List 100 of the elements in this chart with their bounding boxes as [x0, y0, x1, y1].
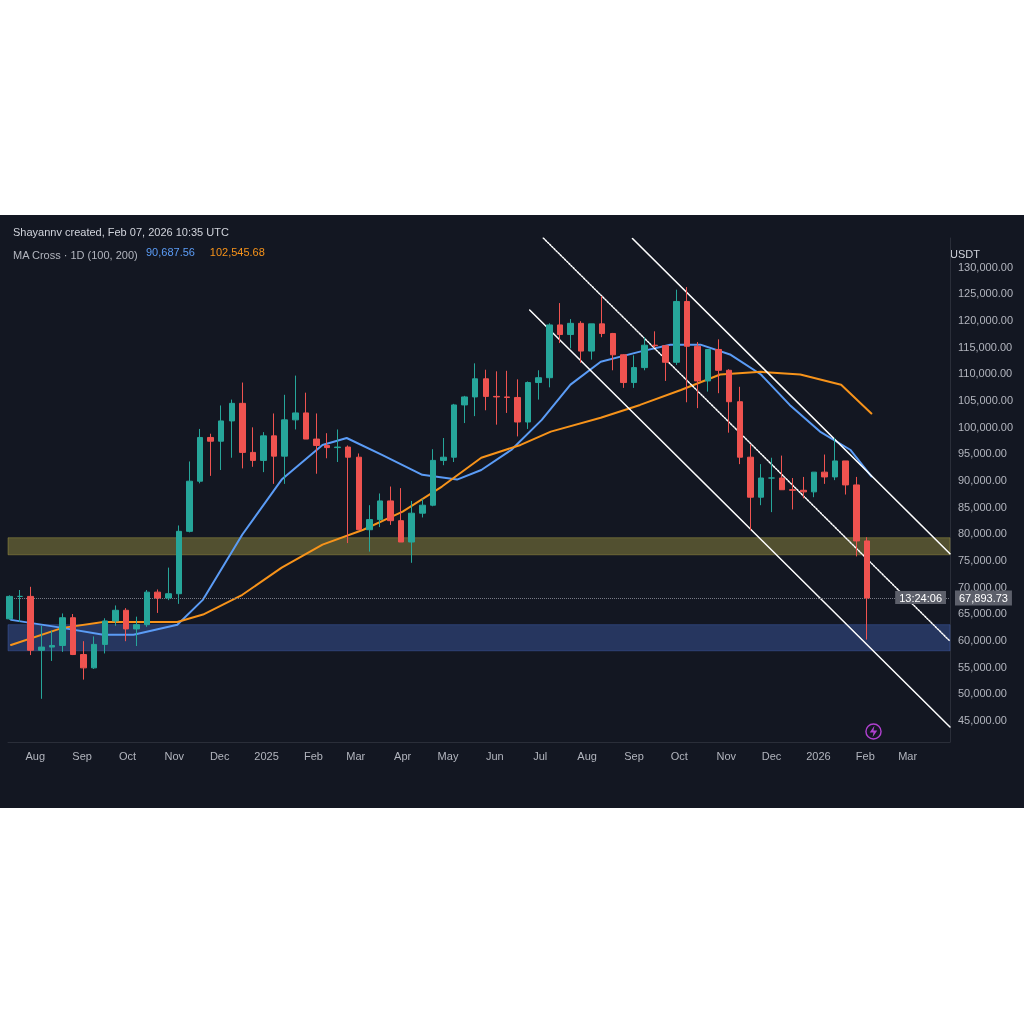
- x-tick-label: Dec: [209, 749, 230, 762]
- y-tick-label: 95,000.00: [958, 447, 1007, 460]
- y-tick-label: 60,000.00: [958, 634, 1007, 647]
- candlestick: [292, 375, 299, 430]
- candlestick: [260, 431, 267, 473]
- candlestick: [483, 369, 489, 411]
- candlestick: [673, 289, 680, 366]
- x-tick-label: 2025: [254, 749, 279, 762]
- candlestick: [165, 567, 172, 601]
- candlestick: [80, 640, 87, 681]
- y-tick-label: 75,000.00: [958, 554, 1007, 567]
- candlestick: [271, 412, 277, 485]
- candlestick: [451, 403, 457, 463]
- candlestick: [440, 437, 447, 466]
- x-tick-label: Nov: [716, 749, 737, 762]
- y-tick-label: 90,000.00: [958, 474, 1007, 487]
- candlestick: [102, 617, 108, 654]
- candlestick: [313, 412, 320, 475]
- candlestick: [599, 295, 605, 338]
- x-tick-label: Feb: [855, 749, 875, 762]
- candlestick: [726, 368, 732, 434]
- candlestick: [250, 426, 256, 468]
- x-tick-label: Mar: [898, 749, 918, 762]
- candlestick: [514, 378, 521, 437]
- candlestick: [91, 635, 97, 670]
- candlestick: [588, 323, 595, 361]
- candlestick: [324, 432, 330, 459]
- candlestick: [779, 455, 785, 491]
- candlestick: [197, 428, 203, 484]
- y-tick-label: 55,000.00: [958, 660, 1007, 673]
- candlestick: [377, 492, 383, 528]
- candlestick: [430, 448, 436, 507]
- candlestick: [705, 348, 711, 393]
- candlestick: [133, 616, 140, 647]
- candlestick: [207, 433, 214, 477]
- candlestick: [504, 370, 510, 414]
- candlestick: [684, 286, 690, 403]
- candlestick: [218, 404, 224, 471]
- x-tick-label: Mar: [346, 749, 366, 762]
- candlestick: [821, 454, 828, 485]
- x-tick-label: Dec: [761, 749, 782, 762]
- x-tick-label: Sep: [72, 749, 92, 762]
- candlestick: [229, 399, 235, 459]
- x-tick-label: Feb: [303, 749, 323, 762]
- y-tick-label: 130,000.00: [958, 260, 1014, 273]
- candlestick: [176, 524, 182, 605]
- x-tick-label: Nov: [164, 749, 185, 762]
- candlestick: [620, 353, 627, 389]
- x-tick-label: Aug: [577, 749, 597, 762]
- candlestick: [493, 370, 500, 426]
- candlestick: [768, 457, 775, 513]
- candlestick: [694, 341, 701, 409]
- candlestick: [737, 386, 743, 465]
- candlestick: [38, 625, 45, 700]
- y-tick-label: 125,000.00: [958, 287, 1014, 300]
- candlestick: [472, 362, 478, 417]
- text: 102,545.68: [209, 245, 265, 258]
- candlestick: [652, 330, 658, 349]
- y-tick-label: 120,000.00: [958, 314, 1014, 327]
- text: MA Cross · 1D (100, 200): [13, 248, 138, 261]
- x-tick-label: 2026: [806, 749, 831, 762]
- candlestick: [546, 322, 553, 388]
- y-tick-label: 80,000.00: [958, 527, 1007, 540]
- candlestick: [715, 338, 722, 394]
- x-tick-label: Jun: [486, 749, 504, 762]
- candlestick: [70, 613, 76, 656]
- candlestick: [758, 463, 764, 506]
- candlestick: [59, 612, 66, 653]
- candlestick: [154, 588, 161, 614]
- candlestick: [17, 589, 23, 623]
- candlestick: [303, 392, 309, 440]
- candlestick: [461, 395, 468, 424]
- candlestick: [525, 380, 531, 430]
- candlestick: [578, 320, 584, 364]
- x-tick-label: Sep: [624, 749, 644, 762]
- candlestick: [144, 589, 150, 628]
- candlestick: [419, 498, 426, 518]
- candlestick: [800, 476, 807, 499]
- candlestick: [832, 437, 838, 481]
- candlestick: [387, 486, 394, 526]
- x-tick-label: May: [437, 749, 459, 762]
- candlestick: [334, 428, 341, 463]
- candlestick: [864, 536, 870, 641]
- candlestick: [345, 444, 351, 544]
- candlestick: [6, 594, 13, 621]
- candlestick: [398, 487, 404, 543]
- candlestick: [239, 382, 246, 469]
- x-tick-label: Oct: [670, 749, 688, 762]
- annotation: 13:24:06: [899, 591, 943, 604]
- chart-title: Shayannv created, Feb 07, 2026 10:35 UTC: [13, 225, 229, 238]
- candlestick: [557, 302, 563, 344]
- candlestick: [567, 318, 574, 349]
- candlestick: [27, 586, 34, 656]
- y-axis-title: USDT: [950, 247, 981, 260]
- candlestick: [842, 460, 849, 496]
- y-tick-label: 50,000.00: [958, 687, 1007, 700]
- candlestick: [112, 604, 119, 627]
- candlestick: [49, 630, 55, 662]
- candlestick: [610, 332, 616, 371]
- y-tick-label: 105,000.00: [958, 394, 1014, 407]
